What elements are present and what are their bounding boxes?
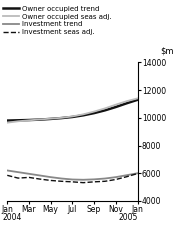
Text: $m: $m bbox=[161, 46, 174, 55]
Text: 2004: 2004 bbox=[2, 213, 21, 222]
Text: 2005: 2005 bbox=[118, 213, 138, 222]
Legend: Owner occupied trend, Owner occupied seas adj., Investment trend, Investment sea: Owner occupied trend, Owner occupied sea… bbox=[3, 6, 111, 35]
